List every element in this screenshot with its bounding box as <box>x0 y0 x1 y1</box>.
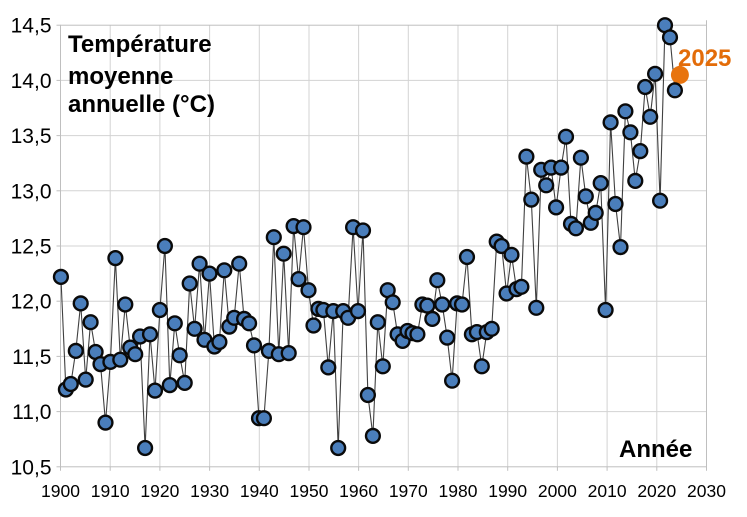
svg-text:2020: 2020 <box>637 481 676 501</box>
svg-text:1900: 1900 <box>41 481 80 501</box>
svg-text:11,5: 11,5 <box>12 346 51 369</box>
svg-text:1980: 1980 <box>439 481 478 501</box>
svg-text:13,0: 13,0 <box>11 180 52 203</box>
svg-text:1970: 1970 <box>389 481 428 501</box>
svg-text:2025: 2025 <box>678 45 731 72</box>
svg-text:1950: 1950 <box>290 481 329 501</box>
svg-text:1930: 1930 <box>190 481 229 501</box>
svg-text:2030: 2030 <box>687 481 726 501</box>
svg-text:Année: Année <box>619 436 692 463</box>
svg-text:11,0: 11,0 <box>12 401 51 424</box>
svg-text:2010: 2010 <box>588 481 627 501</box>
svg-text:1920: 1920 <box>140 481 179 501</box>
svg-text:1940: 1940 <box>240 481 279 501</box>
svg-text:Température: Température <box>68 31 212 58</box>
svg-text:annuelle (°C): annuelle (°C) <box>68 91 215 118</box>
svg-text:10,5: 10,5 <box>11 456 52 479</box>
svg-text:12,0: 12,0 <box>11 291 52 314</box>
svg-text:12,5: 12,5 <box>11 236 52 259</box>
svg-text:1960: 1960 <box>339 481 378 501</box>
svg-text:moyenne: moyenne <box>68 63 173 90</box>
svg-text:2000: 2000 <box>538 481 577 501</box>
svg-text:13,5: 13,5 <box>11 125 52 148</box>
svg-text:1910: 1910 <box>91 481 130 501</box>
svg-text:14,5: 14,5 <box>11 15 52 38</box>
svg-text:14,0: 14,0 <box>11 70 52 93</box>
svg-text:1990: 1990 <box>488 481 527 501</box>
